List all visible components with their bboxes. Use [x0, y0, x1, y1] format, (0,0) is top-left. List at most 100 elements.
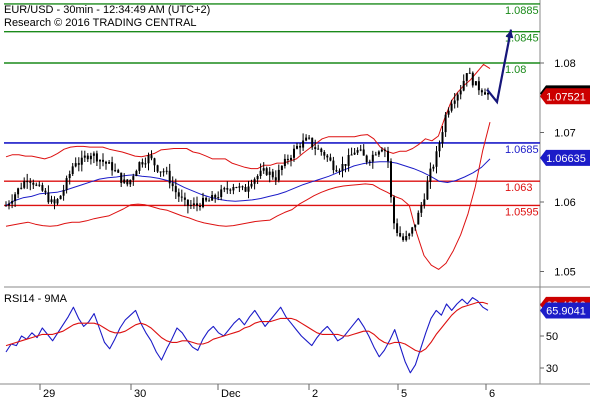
- bollinger-lower-band: [5, 121, 491, 270]
- candle-body: [92, 153, 95, 156]
- candle-body: [268, 171, 271, 175]
- rsi-badge-bg: [540, 302, 590, 319]
- candle-body: [429, 168, 432, 182]
- candle-body: [280, 166, 283, 170]
- candle-body: [383, 149, 386, 151]
- candle-body: [235, 187, 238, 188]
- candle-body: [50, 199, 53, 203]
- candle-body: [259, 170, 262, 176]
- candle-body: [199, 205, 201, 207]
- candle-body: [487, 93, 489, 95]
- price-badge-label: 1.07521: [546, 91, 586, 103]
- candle-body: [277, 169, 280, 181]
- candle-body: [11, 201, 14, 204]
- candle-body: [247, 186, 250, 192]
- candle-body: [226, 188, 229, 190]
- candle-body: [344, 164, 347, 166]
- candle-body: [74, 163, 77, 167]
- candle-body: [341, 164, 344, 171]
- candle-body: [214, 195, 217, 198]
- candle-body: [302, 140, 305, 148]
- candle-body: [335, 170, 338, 172]
- time-tick-label: Dec: [221, 388, 241, 400]
- candle-body: [47, 192, 50, 203]
- candle-body: [111, 162, 114, 171]
- candle-body: [35, 184, 38, 186]
- time-tick-label: 29: [43, 388, 55, 400]
- candle-body: [314, 147, 317, 149]
- rsi-badge: 65.9041: [540, 302, 590, 319]
- level-label: 1.0685: [505, 144, 539, 156]
- candle-body: [256, 176, 259, 180]
- candle-body: [329, 157, 332, 161]
- candle-body: [238, 186, 241, 188]
- candle-body: [186, 199, 189, 206]
- level-label: 1.063: [505, 182, 533, 194]
- candle-body: [320, 148, 323, 152]
- candle-body: [86, 155, 89, 160]
- candle-body: [196, 203, 198, 206]
- candle-body: [62, 190, 65, 196]
- candle-body: [26, 181, 29, 183]
- candle-body: [171, 183, 174, 187]
- candle-body: [217, 197, 220, 199]
- candle-body: [150, 155, 153, 159]
- candle-body: [147, 155, 150, 164]
- level-label: 1.08: [505, 64, 526, 76]
- chart-credit: Research © 2016 TRADING CENTRAL: [4, 17, 197, 29]
- candle-body: [153, 158, 156, 166]
- candle-body: [38, 184, 41, 186]
- candle-body: [117, 170, 120, 173]
- candle-body: [20, 187, 23, 189]
- candle-body: [5, 205, 7, 207]
- candle-body: [441, 132, 444, 144]
- price-tick-label: 1.05: [554, 267, 575, 279]
- candle-body: [105, 161, 107, 164]
- candle-body: [165, 170, 168, 172]
- candle-body: [274, 177, 277, 181]
- candle-body: [65, 178, 68, 191]
- candle-body: [465, 73, 468, 81]
- candle-body: [353, 152, 356, 155]
- candle-body: [462, 80, 465, 91]
- bollinger-middle-band: [5, 158, 491, 206]
- candle-body: [377, 151, 380, 155]
- candle-body: [32, 182, 35, 185]
- candle-body: [220, 189, 223, 197]
- candle-body: [89, 155, 92, 160]
- candle-body: [114, 170, 117, 172]
- candle-body: [71, 166, 74, 174]
- candle-body: [23, 181, 26, 188]
- candle-body: [159, 171, 162, 173]
- candle-body: [174, 186, 177, 193]
- price-tick-label: 1.06: [554, 197, 575, 209]
- candle-body: [432, 166, 435, 169]
- candle-body: [371, 154, 374, 162]
- candle-body: [332, 160, 335, 171]
- candle-body: [477, 81, 480, 91]
- candle-body: [8, 203, 10, 206]
- candle-body: [405, 236, 408, 241]
- candle-body: [474, 81, 477, 86]
- candle-body: [308, 137, 311, 139]
- candle-body: [444, 114, 447, 133]
- candle-body: [56, 199, 59, 204]
- candle-body: [387, 150, 389, 162]
- candle-body: [350, 154, 353, 156]
- candle-body: [423, 199, 426, 206]
- candle-body: [471, 72, 474, 86]
- candle-body: [17, 188, 20, 195]
- candle-body: [108, 162, 111, 164]
- price-badge-label: 1.06635: [546, 153, 586, 165]
- price-badge-bg: [540, 88, 590, 105]
- candle-body: [53, 199, 56, 204]
- time-tick-label: 2: [312, 388, 318, 400]
- candle-body: [183, 197, 186, 200]
- candle-body: [141, 162, 144, 165]
- rsi-series-9ma: [5, 301, 489, 353]
- candle-body: [459, 90, 462, 95]
- candle-body: [241, 186, 244, 188]
- rsi-tick-label: 30: [546, 363, 558, 375]
- candle-body: [411, 227, 414, 234]
